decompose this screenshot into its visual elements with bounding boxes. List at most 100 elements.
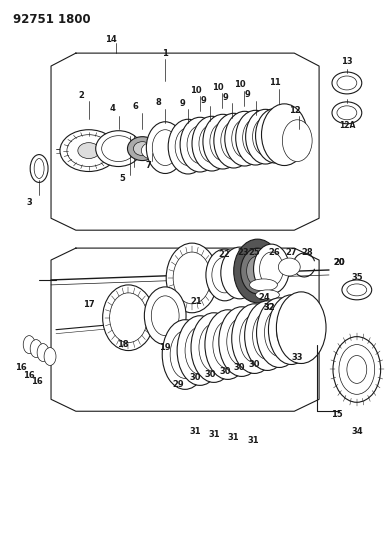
Text: 27: 27	[286, 247, 297, 256]
Ellipse shape	[268, 295, 314, 365]
Ellipse shape	[282, 120, 312, 161]
Ellipse shape	[199, 324, 229, 372]
Text: 14: 14	[105, 35, 117, 44]
Ellipse shape	[214, 114, 254, 168]
Ellipse shape	[225, 111, 264, 166]
Ellipse shape	[257, 298, 302, 367]
Ellipse shape	[37, 344, 49, 361]
Ellipse shape	[206, 249, 244, 301]
Ellipse shape	[278, 258, 300, 276]
Text: 30: 30	[189, 373, 201, 382]
Text: 30: 30	[204, 370, 216, 379]
Ellipse shape	[166, 243, 218, 313]
Text: 7: 7	[146, 161, 151, 170]
Ellipse shape	[23, 336, 35, 353]
Ellipse shape	[146, 122, 184, 173]
Text: 19: 19	[159, 343, 171, 352]
Ellipse shape	[177, 316, 223, 385]
Ellipse shape	[332, 102, 362, 124]
Text: 25: 25	[249, 247, 261, 256]
Text: 21: 21	[190, 297, 202, 306]
Text: 20: 20	[333, 257, 345, 266]
Text: 31: 31	[228, 433, 240, 442]
Ellipse shape	[227, 318, 257, 366]
Ellipse shape	[243, 119, 268, 157]
Text: 33: 33	[291, 353, 303, 362]
Text: 10: 10	[190, 86, 202, 95]
Text: 18: 18	[117, 340, 128, 349]
Ellipse shape	[256, 108, 295, 163]
Ellipse shape	[221, 247, 259, 299]
Ellipse shape	[180, 117, 220, 172]
Ellipse shape	[168, 119, 208, 174]
Ellipse shape	[232, 304, 278, 374]
Text: 32: 32	[264, 303, 275, 312]
Ellipse shape	[240, 248, 274, 294]
Text: 23: 23	[238, 247, 249, 256]
Ellipse shape	[162, 320, 208, 389]
Text: 13: 13	[341, 56, 353, 66]
Text: 12A: 12A	[339, 121, 355, 130]
Ellipse shape	[141, 142, 163, 159]
Text: 31: 31	[248, 435, 259, 445]
Text: 10: 10	[234, 80, 245, 90]
Ellipse shape	[221, 122, 247, 159]
Text: 9: 9	[245, 91, 251, 99]
Ellipse shape	[333, 337, 381, 402]
Ellipse shape	[152, 130, 178, 166]
Text: 9: 9	[201, 96, 207, 106]
Ellipse shape	[347, 284, 367, 296]
Ellipse shape	[185, 327, 215, 375]
Text: 32: 32	[264, 303, 275, 312]
Ellipse shape	[102, 136, 135, 161]
Text: 31: 31	[208, 430, 220, 439]
Text: 29: 29	[172, 380, 184, 389]
Ellipse shape	[203, 114, 243, 169]
Text: 5: 5	[120, 174, 125, 183]
Ellipse shape	[276, 306, 306, 353]
Text: 24: 24	[259, 293, 270, 302]
Ellipse shape	[252, 118, 278, 156]
Ellipse shape	[173, 252, 211, 304]
Ellipse shape	[252, 312, 282, 360]
Text: 2: 2	[78, 91, 84, 100]
Ellipse shape	[261, 104, 307, 166]
Ellipse shape	[262, 117, 288, 155]
Text: 22: 22	[218, 249, 230, 259]
Ellipse shape	[78, 143, 100, 158]
Ellipse shape	[67, 135, 111, 166]
Text: 16: 16	[23, 371, 35, 380]
Ellipse shape	[240, 315, 269, 362]
Ellipse shape	[236, 110, 275, 165]
Ellipse shape	[212, 257, 238, 293]
Ellipse shape	[30, 340, 42, 358]
Ellipse shape	[103, 285, 154, 351]
Text: 10: 10	[212, 84, 223, 92]
Ellipse shape	[254, 244, 289, 294]
Text: 11: 11	[269, 78, 280, 87]
Ellipse shape	[144, 287, 186, 345]
Ellipse shape	[232, 120, 257, 158]
Text: 9: 9	[179, 99, 185, 108]
Ellipse shape	[110, 293, 147, 343]
Ellipse shape	[175, 128, 201, 166]
Ellipse shape	[187, 126, 213, 164]
Text: 30: 30	[219, 367, 230, 376]
Text: 3: 3	[26, 198, 32, 207]
Text: 4: 4	[110, 104, 115, 114]
Text: 16: 16	[15, 363, 27, 372]
Text: 15: 15	[331, 410, 343, 419]
Ellipse shape	[332, 72, 362, 94]
Ellipse shape	[256, 290, 279, 300]
Ellipse shape	[245, 109, 285, 164]
Text: 30: 30	[249, 360, 260, 369]
Ellipse shape	[96, 131, 141, 166]
Ellipse shape	[191, 313, 237, 382]
Text: 28: 28	[301, 247, 313, 256]
Text: 92751 1800: 92751 1800	[13, 13, 91, 26]
Ellipse shape	[234, 239, 281, 303]
Text: 34: 34	[351, 426, 362, 435]
Ellipse shape	[264, 309, 294, 357]
Text: 9: 9	[223, 93, 229, 102]
Ellipse shape	[337, 76, 357, 90]
